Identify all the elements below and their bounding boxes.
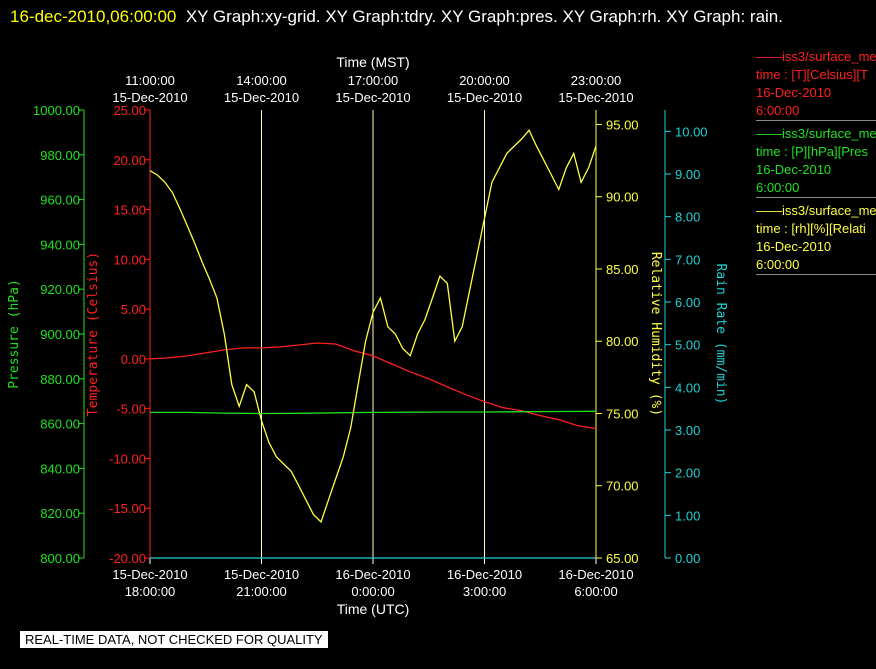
legend-entry-temperature: ——iss3/surface_me time : [T][Celsius][T … <box>756 48 876 121</box>
top-tick-label-date: 15-Dec-2010 <box>447 90 522 105</box>
header-graph-list: XY Graph:xy-grid. XY Graph:tdry. XY Grap… <box>185 7 783 26</box>
legend-field: time : [P][hPa][Pres <box>756 144 868 159</box>
legend-date: 16-Dec-2010 <box>756 239 832 254</box>
rain-tick-label: 8.00 <box>675 210 700 225</box>
rain-tick-label: 9.00 <box>675 167 700 182</box>
bottom-tick-label-date: 16-Dec-2010 <box>447 567 522 582</box>
bottom-tick-label-time: 21:00:00 <box>236 584 287 599</box>
temperature-tick-label: 0.00 <box>121 352 146 367</box>
legend-entry-humidity: ——iss3/surface_me time : [rh][%][Relati … <box>756 202 876 275</box>
rain-tick-label: 6.00 <box>675 295 700 310</box>
pressure-tick-label: 900.00 <box>40 327 80 342</box>
legend: ——iss3/surface_me time : [T][Celsius][T … <box>756 48 876 279</box>
legend-time: 6:00:00 <box>756 180 800 195</box>
top-tick-label-time: 23:00:00 <box>571 73 622 88</box>
temperature-tick-label: 15.00 <box>113 203 146 218</box>
temperature-tick-label: 20.00 <box>113 153 146 168</box>
rain-tick-label: 0.00 <box>675 551 700 566</box>
pressure-tick-label: 840.00 <box>40 461 80 476</box>
humidity-tick-label: 90.00 <box>606 190 639 205</box>
top-tick-label-date: 15-Dec-2010 <box>335 90 410 105</box>
series-line-pressure <box>150 410 597 415</box>
pressure-tick-label: 940.00 <box>40 237 80 252</box>
bottom-tick-label-date: 16-Dec-2010 <box>558 567 633 582</box>
legend-field: time : [rh][%][Relati <box>756 221 866 236</box>
pressure-tick-label: 860.00 <box>40 417 80 432</box>
top-tick-label-date: 15-Dec-2010 <box>224 90 299 105</box>
rain-tick-label: 2.00 <box>675 466 700 481</box>
humidity-tick-label: 80.00 <box>606 334 639 349</box>
legend-name: ——iss3/surface_me <box>756 203 876 218</box>
top-tick-label-time: 17:00:00 <box>348 73 399 88</box>
top-tick-label-time: 11:00:00 <box>125 73 175 88</box>
legend-entry-pressure: ——iss3/surface_me time : [P][hPa][Pres 1… <box>756 125 876 198</box>
temperature-tick-label: 5.00 <box>121 302 146 317</box>
rain-tick-label: 4.00 <box>675 380 700 395</box>
temperature-tick-label: -10.00 <box>109 451 146 466</box>
chart-header: 16-dec-2010,06:00:00 XY Graph:xy-grid. X… <box>10 2 860 31</box>
temperature-tick-label: -5.00 <box>116 402 146 417</box>
temperature-tick-label: 10.00 <box>113 252 146 267</box>
legend-name: ——iss3/surface_me <box>756 126 876 141</box>
legend-date: 16-Dec-2010 <box>756 162 832 177</box>
pressure-tick-label: 880.00 <box>40 372 80 387</box>
rain-tick-label: 10.00 <box>675 124 708 139</box>
humidity-tick-label: 65.00 <box>606 551 639 566</box>
pressure-tick-label: 920.00 <box>40 282 80 297</box>
humidity-tick-label: 75.00 <box>606 406 639 421</box>
quality-notice: REAL-TIME DATA, NOT CHECKED FOR QUALITY <box>20 631 328 648</box>
bottom-tick-label-date: 15-Dec-2010 <box>224 567 299 582</box>
rain-tick-label: 7.00 <box>675 252 700 267</box>
header-timestamp: 16-dec-2010,06:00:00 <box>10 7 177 26</box>
series-line-temperature <box>149 342 597 430</box>
pressure-tick-label: 1000.00 <box>33 103 80 118</box>
series-line-humidity <box>149 129 597 524</box>
legend-time: 6:00:00 <box>756 103 800 118</box>
bottom-tick-label-date: 15-Dec-2010 <box>112 567 187 582</box>
humidity-tick-label: 95.00 <box>606 117 639 132</box>
bottom-tick-label-time: 18:00:00 <box>125 584 176 599</box>
pressure-tick-label: 980.00 <box>40 148 80 163</box>
rain-tick-label: 1.00 <box>675 508 700 523</box>
humidity-axis-label: Relative Humidity (%) <box>648 252 663 416</box>
top-tick-label-date: 15-Dec-2010 <box>558 90 633 105</box>
legend-field: time : [T][Celsius][T <box>756 67 868 82</box>
rain-tick-label: 5.00 <box>675 338 700 353</box>
bottom-tick-label-time: 3:00:00 <box>463 584 506 599</box>
pressure-tick-label: 820.00 <box>40 506 80 521</box>
top-tick-label-date: 15-Dec-2010 <box>112 90 187 105</box>
temperature-tick-label: -15.00 <box>109 501 146 516</box>
temperature-tick-label: -20.00 <box>109 551 146 566</box>
top-tick-label-time: 14:00:00 <box>236 73 287 88</box>
humidity-tick-label: 70.00 <box>606 479 639 494</box>
bottom-tick-label-time: 6:00:00 <box>574 584 617 599</box>
legend-date: 16-Dec-2010 <box>756 85 832 100</box>
pressure-tick-label: 800.00 <box>40 551 80 566</box>
pressure-axis-label: Pressure (hPa) <box>7 279 22 389</box>
temperature-tick-label: 25.00 <box>113 103 146 118</box>
pressure-tick-label: 960.00 <box>40 193 80 208</box>
rain-tick-label: 3.00 <box>675 423 700 438</box>
humidity-tick-label: 85.00 <box>606 262 639 277</box>
bottom-tick-label-time: 0:00:00 <box>351 584 394 599</box>
legend-name: ——iss3/surface_me <box>756 49 876 64</box>
top-tick-label-time: 20:00:00 <box>459 73 510 88</box>
legend-time: 6:00:00 <box>756 257 800 272</box>
top-axis-title: Time (MST) <box>336 54 409 70</box>
bottom-axis-title: Time (UTC) <box>337 601 410 617</box>
bottom-tick-label-date: 16-Dec-2010 <box>335 567 410 582</box>
temperature-axis-label: Temperature (Celsius) <box>86 252 101 416</box>
rain-axis-label: Rain Rate (mm/min) <box>713 264 728 405</box>
